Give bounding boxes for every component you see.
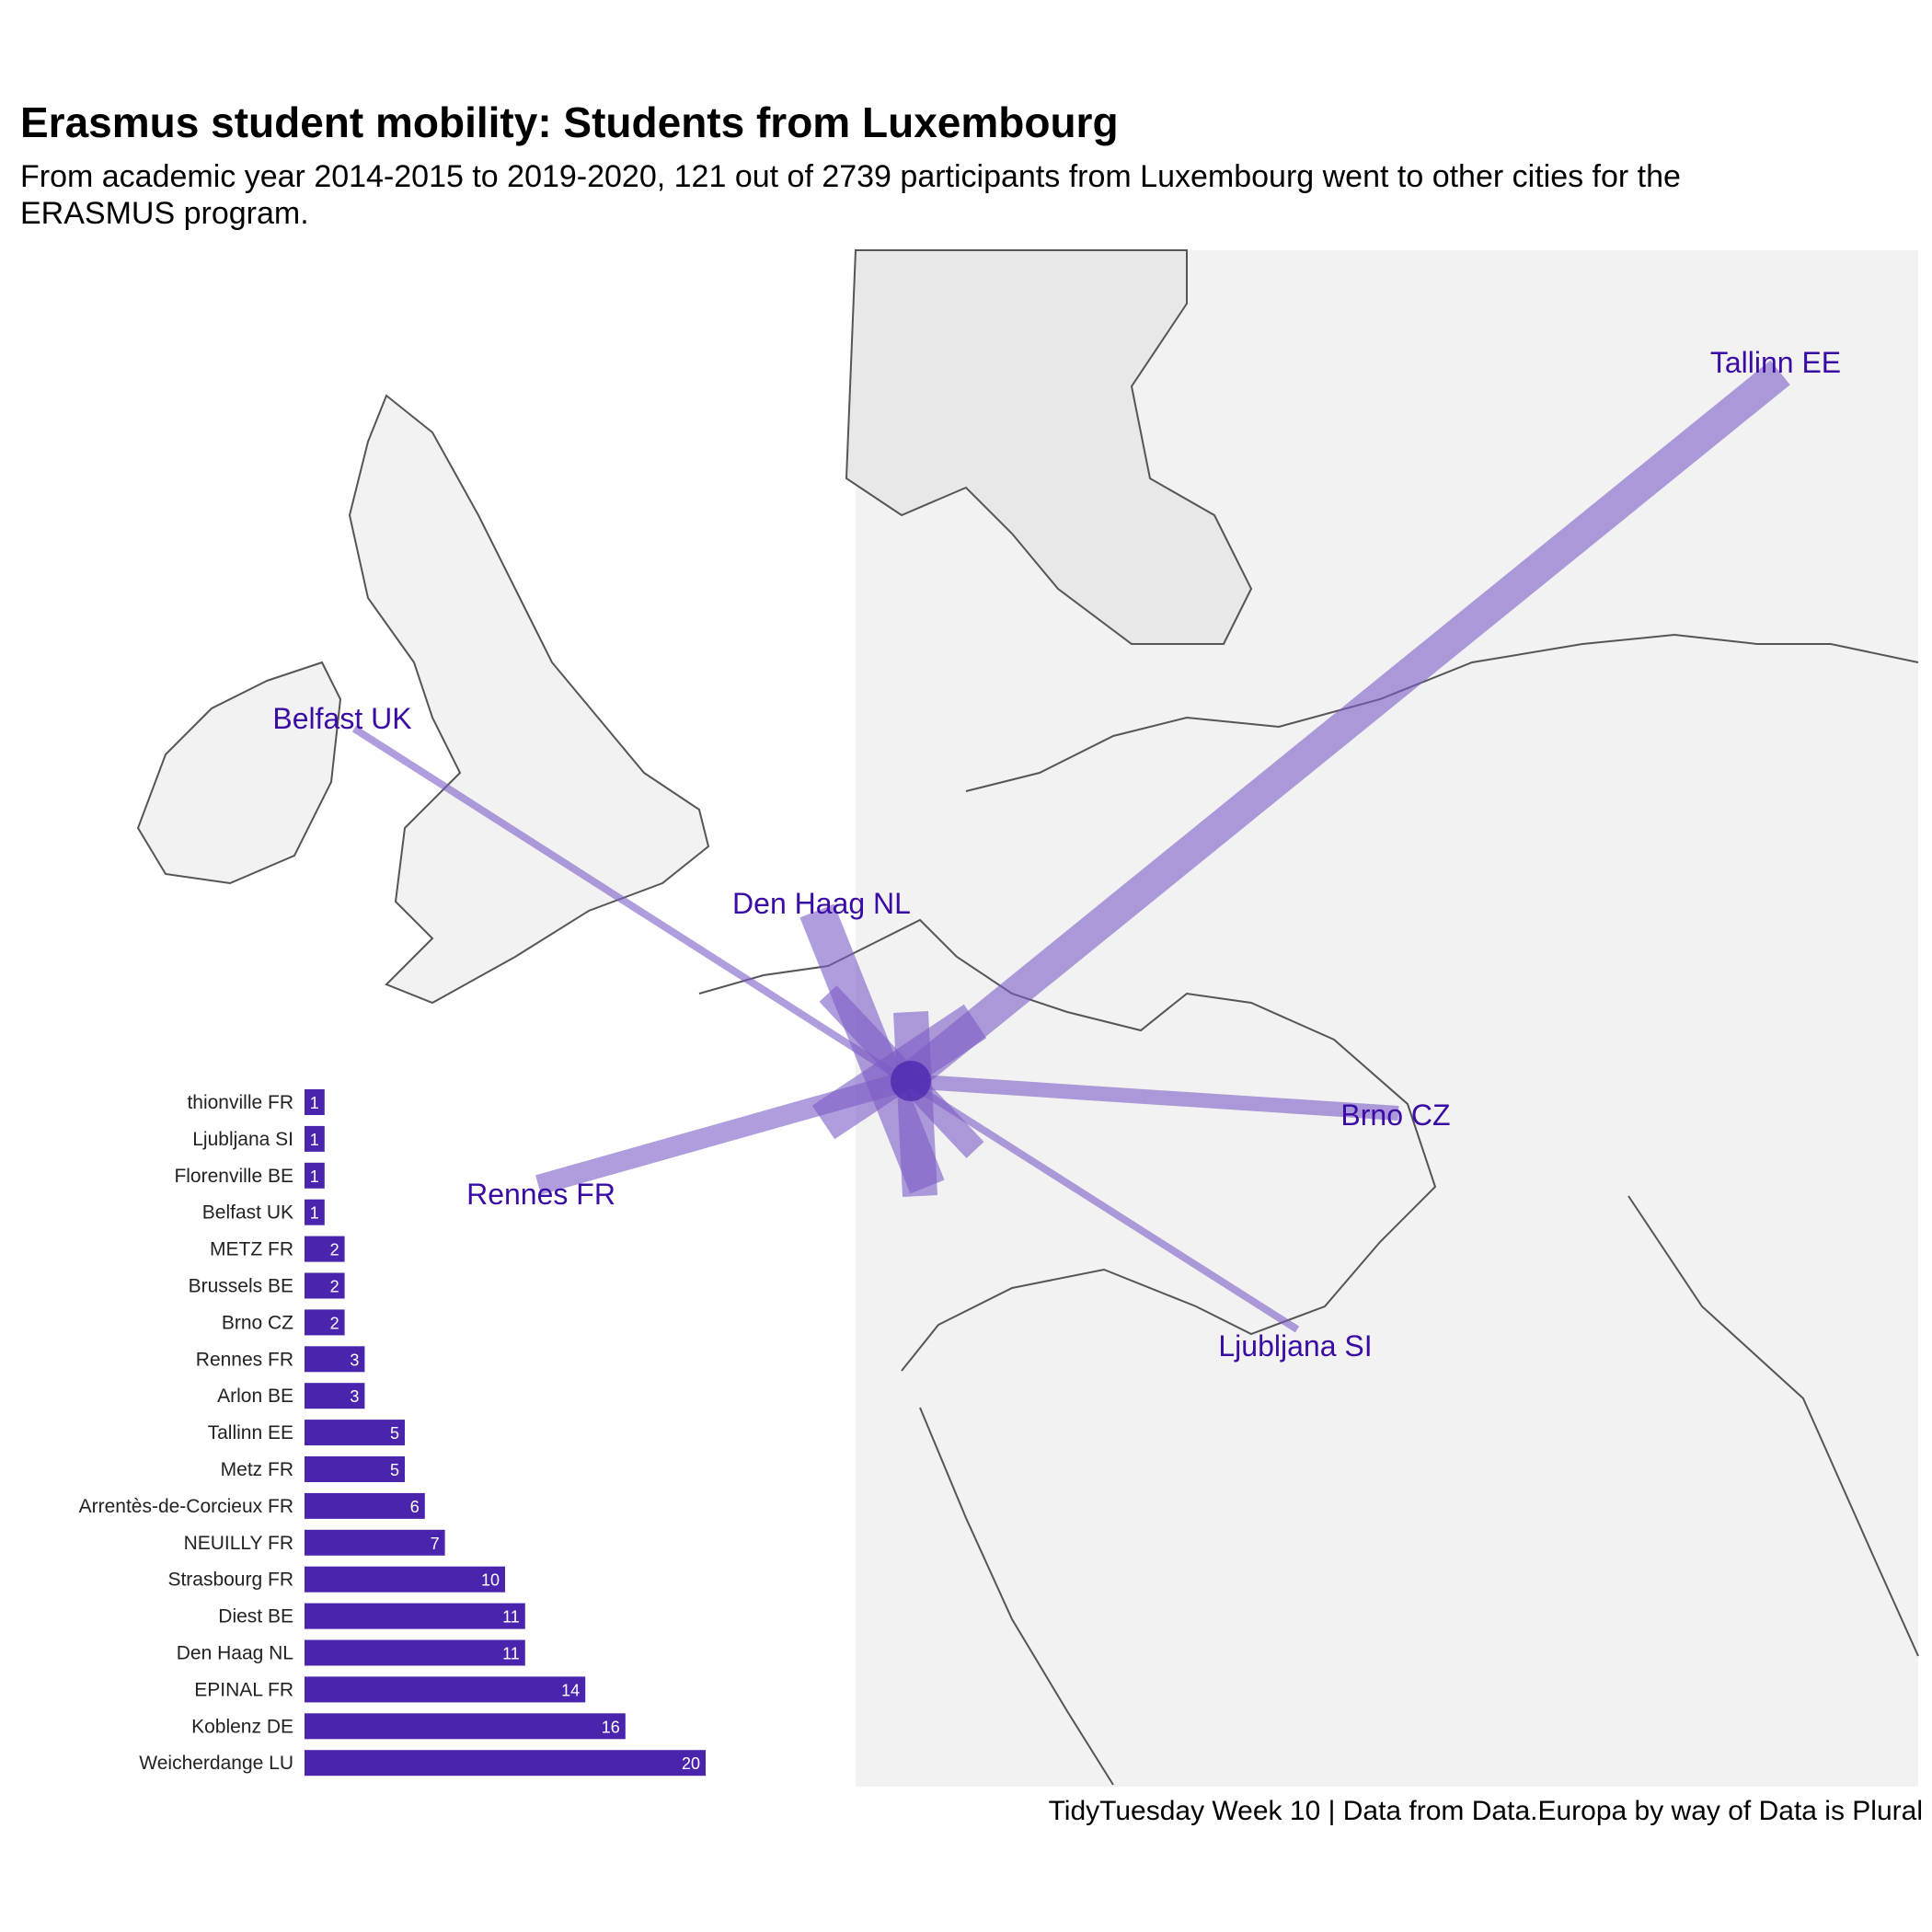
bar-value-thionville-fr: 1 (310, 1094, 319, 1112)
bar-label-metz-fr: Metz FR (221, 1459, 293, 1480)
bar-label-koblenz-de: Koblenz DE (191, 1716, 293, 1737)
bar-value-ljubljana-si: 1 (310, 1131, 319, 1149)
bar-florenville-be (305, 1162, 325, 1189)
ireland-land (136, 661, 342, 885)
city-labels: Tallinn EE Belfast UK Den Haag NL Brno CZ Re… (272, 346, 1841, 1363)
continental-europe-outline (698, 633, 1919, 1786)
bar-value-strasbourg-fr: 10 (481, 1571, 500, 1590)
bar-value-brno-cz: 2 (330, 1314, 339, 1332)
bar-tallinn-ee (305, 1420, 405, 1446)
flow-line-ljubljana-si (903, 1077, 1300, 1333)
bar-label-brussels-be: Brussels BE (189, 1276, 293, 1297)
flow-line-brno-cz (905, 1074, 1399, 1121)
bar-label-diest-be: Diest BE (218, 1606, 293, 1627)
bar-value-arlon-be: 3 (350, 1387, 359, 1406)
city-label-belfast-uk: Belfast UK (272, 702, 411, 735)
city-label-tallinn-ee: Tallinn EE (1710, 346, 1841, 379)
scandinavia-land (845, 249, 1253, 645)
flow-line-belfast-uk (351, 725, 909, 1085)
bar-strasbourg-fr (305, 1566, 505, 1593)
bar-label-florenville-be: Florenville BE (174, 1166, 293, 1187)
bar-brussels-be (305, 1272, 345, 1299)
bar-neuilly-fr (305, 1529, 445, 1556)
bar-label-brno-cz: Brno CZ (222, 1312, 293, 1333)
bar-value-belfast-uk: 1 (310, 1204, 319, 1223)
bar-value-brussels-be: 2 (330, 1278, 339, 1296)
bar-label-ljubljana-si: Ljubljana SI (192, 1129, 293, 1150)
bar-arlon-be (305, 1383, 365, 1409)
basemap (136, 249, 1919, 1787)
bar-value-tallinn-ee: 5 (390, 1424, 399, 1443)
bar-label-neuilly-fr: NEUILLY FR (184, 1533, 293, 1554)
bar-value-epinal-fr: 14 (561, 1681, 580, 1699)
bar-label-metz-fr: METZ FR (210, 1239, 293, 1260)
bar-label-arlon-be: Arlon BE (217, 1386, 293, 1407)
city-label-rennes-fr: Rennes FR (466, 1178, 615, 1211)
city-label-ljubljana-si: Ljubljana SI (1218, 1329, 1372, 1363)
flow-line-tallinn-ee (896, 360, 1790, 1094)
bar-belfast-uk (305, 1199, 325, 1225)
bar-value-florenville-be: 1 (310, 1167, 319, 1186)
bar-den-haag-nl (305, 1639, 525, 1666)
bar-label-tallinn-ee: Tallinn EE (208, 1422, 293, 1443)
city-label-brno-cz: Brno CZ (1340, 1098, 1450, 1132)
bar-value-weicherdange-lu: 20 (682, 1754, 700, 1773)
bar-label-arrentes-de-corcieux-fr: Arrentès-de-Corcieux FR (79, 1496, 293, 1517)
bar-label-den-haag-nl: Den Haag NL (177, 1643, 293, 1664)
bar-value-den-haag-nl: 11 (502, 1645, 520, 1663)
bar-thionville-fr (305, 1089, 325, 1115)
flow-line-epinal-fr (893, 1011, 937, 1197)
luxembourg-origin-marker (891, 1061, 931, 1101)
bar-chart: thionville FR 1 Ljubljana SI 1 Florenville B… (79, 1089, 706, 1777)
bar-metz-fr (305, 1456, 405, 1482)
flow-lines (351, 360, 1790, 1333)
bar-label-thionville-fr: thionville FR (187, 1092, 293, 1113)
bar-diest-be (305, 1603, 525, 1629)
caption: TidyTuesday Week 10 | Data from Data.Eur… (1048, 1796, 1923, 1826)
bar-ljubljana-si (305, 1125, 325, 1152)
bar-value-metz-fr: 5 (390, 1461, 399, 1479)
bar-value-neuilly-fr: 7 (431, 1535, 440, 1553)
bar-value-arrentes-de-corcieux-fr: 6 (410, 1498, 420, 1516)
bar-label-weicherdange-lu: Weicherdange LU (139, 1753, 293, 1774)
bar-brno-cz (305, 1309, 345, 1336)
bar-metz-fr (305, 1236, 345, 1262)
bar-rennes-fr (305, 1346, 365, 1373)
bar-value-metz-fr: 2 (330, 1241, 339, 1259)
chart-subtitle: From academic year 2014-2015 to 2019-202… (20, 159, 1681, 231)
chart-title: Erasmus student mobility: Students from … (20, 98, 1119, 146)
bar-arrentes-de-corcieux-fr (305, 1492, 425, 1519)
bar-label-belfast-uk: Belfast UK (202, 1202, 293, 1224)
bar-label-rennes-fr: Rennes FR (196, 1349, 293, 1370)
bar-weicherdange-lu (305, 1750, 706, 1777)
bar-label-strasbourg-fr: Strasbourg FR (167, 1570, 293, 1591)
bar-koblenz-de (305, 1713, 626, 1740)
city-label-den-haag-nl: Den Haag NL (732, 887, 911, 920)
bar-value-diest-be: 11 (502, 1608, 520, 1627)
great-britain-land (348, 394, 710, 1005)
bar-label-epinal-fr: EPINAL FR (194, 1679, 293, 1700)
bar-value-rennes-fr: 3 (350, 1351, 359, 1369)
bar-value-koblenz-de: 16 (602, 1718, 620, 1736)
bar-epinal-fr (305, 1676, 586, 1703)
